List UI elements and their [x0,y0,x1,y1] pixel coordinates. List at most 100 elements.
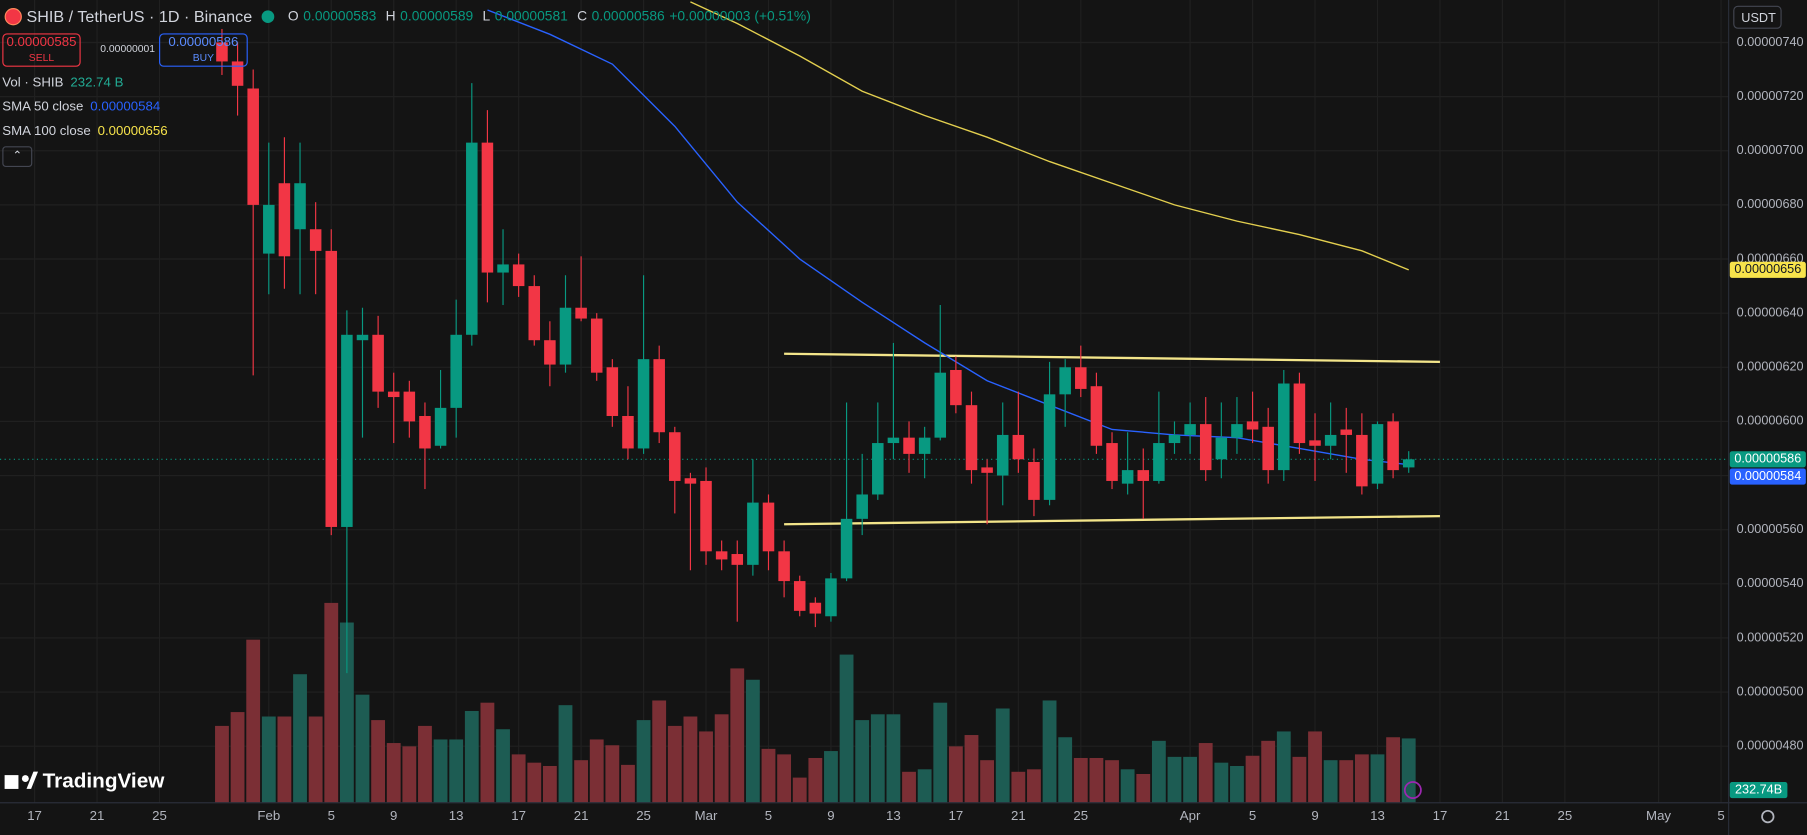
settings-icon[interactable] [1761,809,1775,824]
volume-bar [355,694,370,803]
candle-body [466,142,478,335]
legend-item[interactable]: SMA 100 close 0.00000656 [2,124,167,138]
volume-bar [230,712,245,803]
candle-body [1106,443,1118,481]
volume-bar [542,765,557,803]
legend-item[interactable]: SMA 50 close 0.00000584 [2,100,160,114]
y-tick-label: 0.00000520 [1737,630,1804,644]
volume-bar [855,720,870,803]
volume-bar [386,743,401,803]
volume-bar [496,729,510,803]
candle-body [1356,434,1368,487]
volume-bar [917,769,932,803]
volume-bar [777,754,792,803]
trendline [784,514,1440,526]
symbol-header: SHIB / TetherUS · 1D · Binance O 0.000005… [4,6,811,26]
x-tick-label: 9 [1311,808,1318,823]
sell-label: SELL [28,51,55,64]
candle-body [1090,386,1103,446]
y-tick-label: 0.00000640 [1737,305,1804,319]
volume-bar [1261,740,1276,803]
buy-button[interactable]: 0.00000586 BUY [159,33,248,67]
x-tick-label: 5 [765,808,772,823]
volume-bar [339,622,354,803]
x-tick-label: 5 [328,808,335,823]
candle-body [778,551,790,582]
candle-body [606,367,619,416]
volume-bar [1401,738,1416,803]
price-badge-label: 0.00000586 [1734,452,1801,466]
volume-bar [464,710,479,803]
collapse-button[interactable]: ⌃ [2,146,33,167]
candle-body [887,437,900,444]
sma-line [690,1,1409,271]
candle-body [1387,421,1399,471]
volume-bar [605,745,620,803]
x-tick-label: 21 [574,808,589,823]
x-tick-label: 13 [449,808,464,823]
candle-body [1153,443,1165,481]
candle-body [419,415,431,449]
volume-bar [246,639,261,803]
candle-body [903,437,915,454]
x-tick-label: Feb [257,808,280,823]
candle-body [590,318,603,373]
legend-value: 0.00000656 [97,124,168,139]
y-tick-label: 0.00000480 [1737,739,1804,753]
price-badge [1729,468,1806,485]
x-tick-label: 25 [152,808,167,823]
candle-body [278,183,291,257]
candle-body [1309,440,1321,446]
candle-body [575,307,587,319]
candle-body [1340,429,1353,435]
legend-value: 0.00000584 [90,100,161,115]
y-tick-label: 0.00000540 [1737,576,1804,590]
volume-bar [558,705,573,803]
volume-bar [574,760,589,803]
x-tick-label: 25 [636,808,651,823]
candle-body [325,250,338,527]
candle-body [731,554,744,565]
legend-name: SMA 50 close [2,100,84,115]
candle-body [1059,367,1071,395]
volume-bar [699,731,713,803]
candle-body [1199,424,1212,471]
volume-bar [1245,755,1260,803]
volume-bar [870,714,885,803]
candle-body [372,334,384,392]
y-tick-label: 0.00000720 [1737,89,1804,103]
volume-bar [980,760,995,803]
alert-icon[interactable] [1403,781,1422,800]
sell-button[interactable]: 0.00000585 SELL [2,33,81,67]
volume-bar [1354,754,1369,803]
volume-bar [1292,756,1307,803]
candle-body [231,61,244,86]
candle-body [1262,426,1274,471]
x-tick-label: 21 [1011,808,1026,823]
candle-body [544,340,556,365]
candle-body [263,204,275,254]
candle-body [1121,470,1134,484]
candle-body [512,264,525,287]
legend-item[interactable]: Vol · SHIB 232.74 B [2,76,123,90]
candle-body [559,307,572,365]
x-tick-label: May [1646,808,1671,823]
ohlc-value: 0.00000589 [400,8,474,25]
currency-button[interactable]: USDT [1733,5,1782,29]
volume-bar [636,720,651,803]
symbol[interactable]: SHIB / TetherUS · 1D · Binance [26,6,253,26]
volume-bar [1042,700,1057,803]
candle-body [1028,462,1040,500]
volume-bar [1058,737,1073,803]
volume-bar [1120,769,1135,803]
volume-bar [308,716,323,803]
volume-bar [824,751,838,803]
price-badge [1729,451,1806,468]
legend-name: SMA 100 close [2,124,91,139]
candle-body [309,229,322,251]
candle-body [341,334,353,527]
ohlc-value: 0.00000581 [494,8,568,25]
volume-bar [621,764,635,803]
volume-bar [902,771,916,803]
